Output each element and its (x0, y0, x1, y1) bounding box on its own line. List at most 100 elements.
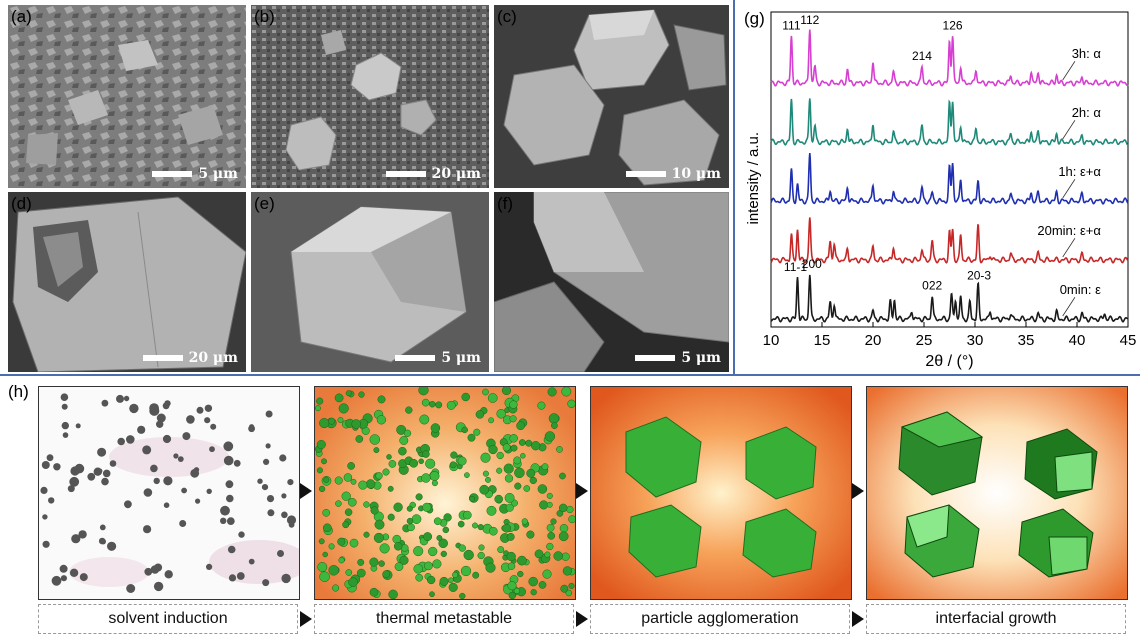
x-axis-label: 2θ / (°) (925, 353, 973, 370)
metastable-particle (508, 591, 516, 599)
solute-particle (210, 423, 217, 430)
sem-image-a (8, 5, 246, 188)
x-tick-label: 15 (814, 332, 831, 349)
series-line (770, 274, 1128, 323)
metastable-particle (429, 471, 440, 481)
scale-text-f: 5 μm (681, 350, 721, 366)
solute-particle (164, 570, 173, 579)
solute-particle (281, 511, 288, 519)
metastable-particle (530, 589, 537, 596)
metastable-particle (421, 398, 430, 407)
peak-annotation: 022 (922, 278, 942, 292)
solute-particle (226, 494, 234, 503)
metastable-particle (472, 571, 480, 579)
solute-particle (61, 403, 68, 410)
metastable-particle (411, 514, 422, 524)
metastable-particle (350, 478, 357, 485)
metastable-particle (439, 576, 449, 586)
solute-particle (97, 468, 103, 474)
series-label: 2h: α (1072, 105, 1102, 120)
scale-text-a: 5 μm (198, 166, 238, 182)
metastable-particle (518, 439, 526, 446)
metastable-particle (473, 428, 481, 436)
metastable-particle (504, 492, 515, 503)
metastable-particle (317, 562, 328, 572)
metastable-particle (435, 401, 443, 409)
solute-particle (162, 402, 170, 410)
metastable-particle (398, 446, 407, 456)
metastable-particle (345, 390, 352, 397)
solute-particle (223, 441, 234, 452)
solute-particle (101, 477, 109, 486)
metastable-particle (556, 446, 563, 453)
crystals-3 (625, 416, 817, 578)
metastable-particle (553, 551, 563, 561)
solute-particle (40, 486, 48, 494)
scale-bar-e: 5 μm (395, 350, 481, 366)
scale-bar-d: 20 μm (142, 350, 238, 366)
metastable-particle (547, 387, 557, 397)
metastable-particle (315, 405, 321, 412)
metastable-particle (393, 502, 403, 512)
sem-panel-c: (c) 10 μm (494, 5, 729, 188)
metastable-particle (432, 559, 442, 569)
metastable-particle (550, 518, 557, 525)
metastable-particle (316, 439, 326, 450)
caption-particle-agglomeration: particle agglomeration (590, 604, 850, 634)
solute-particle (153, 581, 164, 592)
plot-frame (770, 11, 1129, 328)
metastable-particle (541, 463, 549, 471)
solute-particle (206, 488, 212, 494)
metastable-particle (558, 531, 569, 542)
metastable-particle (377, 395, 386, 404)
caption-arrow-1 (300, 611, 312, 627)
metastable-particle (413, 564, 423, 574)
metastable-particle (375, 472, 383, 480)
metastable-particle (567, 399, 575, 408)
metastable-particle (357, 558, 365, 566)
sem-image-e (251, 192, 489, 372)
series-label-leader (1062, 179, 1076, 199)
solute-particle (225, 480, 234, 489)
metastable-particle (514, 467, 525, 479)
metastable-particle (369, 434, 381, 445)
metastable-particle (378, 560, 385, 567)
solute-particle (261, 484, 269, 491)
metastable-particle (322, 551, 328, 558)
metastable-particle (430, 423, 441, 433)
solute-particle (42, 540, 50, 548)
solute-particle (209, 446, 215, 453)
metastable-particle (406, 517, 414, 525)
metastable-particle (348, 577, 358, 587)
metastable-particle (457, 456, 467, 466)
metastable-particle (516, 421, 525, 431)
metastable-particle (422, 502, 432, 512)
metastable-particle (521, 518, 528, 525)
metastable-particle (387, 485, 394, 492)
metastable-particle (566, 505, 574, 514)
solute-particle (265, 443, 271, 449)
metastable-particle (328, 417, 336, 425)
solute-particle (287, 479, 294, 486)
metastable-particle (458, 544, 466, 552)
solute-particle (233, 459, 241, 467)
solute-particle (220, 505, 230, 516)
solute-particle (281, 493, 287, 499)
solute-particle (195, 498, 201, 504)
solute-particle (102, 469, 111, 478)
metastable-particle (546, 492, 553, 499)
metastable-particle (405, 406, 413, 414)
metastable-particle (418, 387, 429, 396)
panel-label-h: (h) (8, 382, 29, 401)
metastable-particle (369, 557, 379, 567)
metastable-particle (321, 458, 327, 465)
series-label: 0min: ε (1060, 282, 1101, 297)
metastable-particle (496, 409, 506, 419)
metastable-particle (537, 484, 548, 494)
metastable-particle (459, 592, 466, 599)
metastable-particle (396, 424, 407, 435)
metastable-particle (562, 566, 573, 576)
metastable-particle (370, 506, 379, 515)
metastable-particle (531, 441, 541, 451)
metastable-particle (338, 557, 345, 564)
